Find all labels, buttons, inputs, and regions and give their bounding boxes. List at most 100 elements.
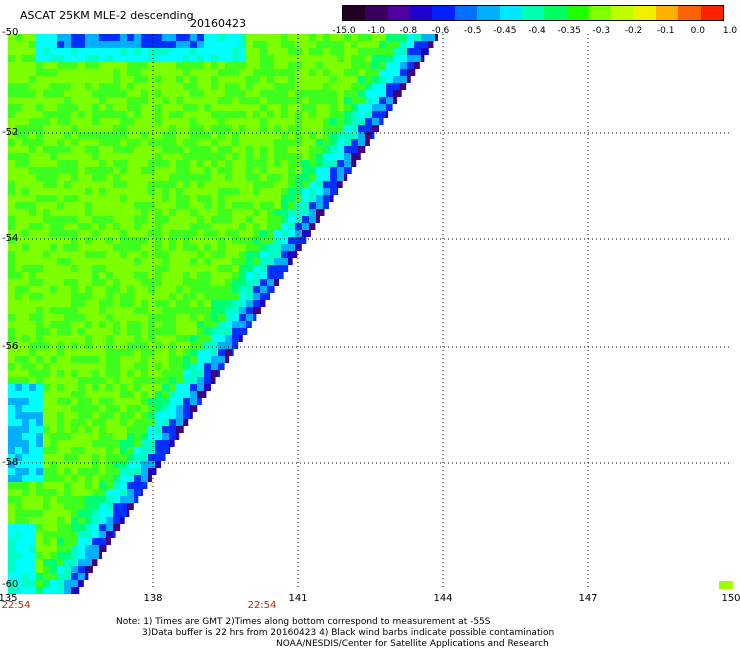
swath-cell: [183, 384, 190, 391]
swath-cell: [29, 447, 36, 454]
swath-cell: [113, 412, 120, 419]
swath-cell: [260, 41, 267, 48]
swath-cell: [92, 447, 99, 454]
swath-cell: [337, 83, 344, 90]
swath-cell: [155, 356, 162, 363]
swath-cell: [50, 132, 57, 139]
swath-cell: [365, 104, 372, 111]
swath-cell: [64, 440, 71, 447]
swath-cell: [183, 146, 190, 153]
swath-cell: [155, 258, 162, 265]
swath-cell: [43, 461, 50, 468]
swath-cell: [253, 244, 260, 251]
swath-cell: [148, 251, 155, 258]
swath-cell: [204, 293, 211, 300]
swath-cell: [29, 496, 36, 503]
swath-cell: [71, 104, 78, 111]
swath-cell: [127, 440, 134, 447]
swath-cell: [155, 370, 162, 377]
swath-cell: [29, 363, 36, 370]
swath-cell: [302, 146, 309, 153]
swath-cell: [253, 90, 260, 97]
swath-cell: [36, 384, 43, 391]
swath-cell: [295, 104, 302, 111]
swath-cell: [36, 342, 43, 349]
swath-cell: [260, 230, 267, 237]
swath-cell: [15, 440, 22, 447]
swath-cell: [113, 167, 120, 174]
swath-cell: [71, 118, 78, 125]
swath-cell: [85, 300, 92, 307]
swath-cell: [50, 391, 57, 398]
swath-cell: [162, 48, 169, 55]
swath-cell: [197, 174, 204, 181]
swath-cell: [386, 34, 393, 41]
swath-cell: [211, 286, 218, 293]
swath-cell: [8, 153, 15, 160]
swath-cell: [50, 447, 57, 454]
swath-cell: [43, 552, 50, 559]
swath-cell: [113, 531, 116, 538]
swath-cell: [36, 566, 43, 573]
swath-cell: [36, 230, 43, 237]
swath-cell: [232, 251, 239, 258]
swath-cell: [288, 188, 295, 195]
swath-cell: [99, 524, 106, 531]
swath-cell: [365, 83, 372, 90]
swath-cell: [22, 293, 29, 300]
swath-cell: [50, 545, 57, 552]
swath-cell: [106, 363, 113, 370]
swath-cell: [260, 139, 267, 146]
swath-cell: [85, 349, 92, 356]
swath-cell: [253, 139, 260, 146]
swath-cell: [92, 251, 99, 258]
swath-cell: [148, 321, 155, 328]
swath-cell: [379, 41, 386, 48]
swath-cell: [323, 181, 330, 188]
swath-cell: [281, 146, 288, 153]
swath-cell: [64, 517, 71, 524]
swath-cell: [183, 279, 190, 286]
swath-cell: [36, 349, 43, 356]
swath-cell: [288, 48, 295, 55]
swath-cell: [190, 244, 197, 251]
swath-cell: [155, 426, 162, 433]
swath-cell: [183, 349, 190, 356]
swath-cell: [22, 384, 29, 391]
swath-cell: [71, 524, 78, 531]
swath-cell: [141, 181, 148, 188]
swath-cell: [106, 447, 113, 454]
swath-cell: [239, 258, 246, 265]
swath-cell: [106, 328, 113, 335]
swath-cell: [141, 272, 148, 279]
swath-cell: [78, 139, 85, 146]
swath-cell: [71, 244, 78, 251]
swath-cell: [57, 48, 64, 55]
swath-cell: [22, 230, 29, 237]
swath-cell: [281, 139, 288, 146]
swath-cell: [120, 181, 127, 188]
swath-cell: [120, 503, 127, 510]
swath-cell: [64, 447, 71, 454]
swath-cell: [99, 426, 106, 433]
swath-cell: [57, 216, 64, 223]
swath-cell: [379, 83, 386, 90]
swath-cell: [15, 41, 22, 48]
swath-cell: [260, 202, 267, 209]
swath-cell: [71, 349, 78, 356]
swath-cell: [239, 314, 246, 321]
swath-cell: [204, 69, 211, 76]
swath-cell: [113, 524, 120, 531]
swath-cell: [64, 559, 71, 566]
swath-cell: [71, 286, 78, 293]
swath-cell: [78, 538, 85, 545]
swath-cell: [85, 293, 92, 300]
swath-cell: [15, 209, 22, 216]
swath-cell: [141, 55, 148, 62]
swath-cell: [29, 398, 36, 405]
swath-cell: [50, 300, 57, 307]
swath-cell: [225, 139, 232, 146]
swath-cell: [50, 83, 57, 90]
swath-cell: [120, 139, 127, 146]
swath-cell: [99, 258, 106, 265]
